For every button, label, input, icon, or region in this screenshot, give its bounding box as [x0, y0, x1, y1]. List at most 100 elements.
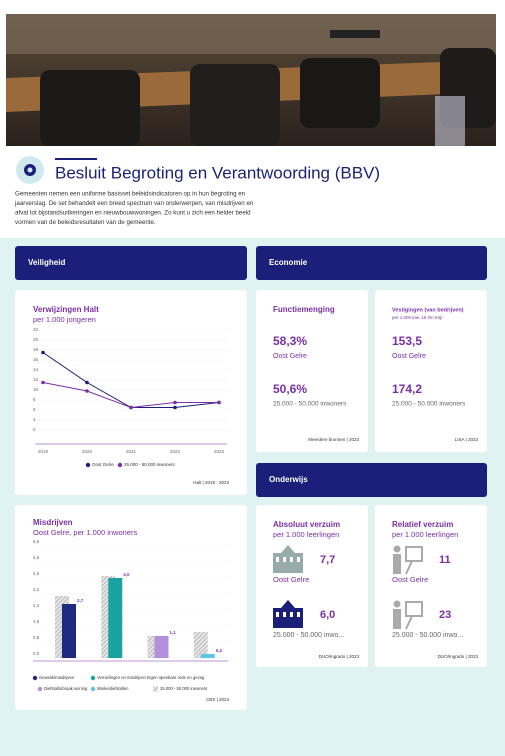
kpi-label: Oost Gelre — [273, 353, 307, 360]
point — [41, 350, 45, 355]
bar — [154, 636, 169, 658]
kpi-value: 58,3% — [273, 334, 307, 348]
kpi-value: 6,0 — [320, 609, 335, 621]
icon — [405, 560, 413, 575]
point — [173, 405, 177, 410]
chart-title: Verwijzingen Halt — [33, 305, 99, 314]
kpi-label: Oost Gelre — [273, 575, 309, 584]
legend-marker — [90, 675, 96, 681]
icon — [290, 612, 293, 617]
legend-label: Oost Gelre — [92, 462, 114, 467]
title-rule — [55, 158, 97, 160]
kpi-title: Relatief verzuim — [392, 520, 453, 529]
content: Gemeenten nemen een uniforme basisset be… — [14, 191, 487, 710]
y-tick-label: 6 — [33, 407, 36, 412]
legend-label: Vernielingen en misdrijven tegen openbar… — [97, 675, 205, 680]
kpi-label: Oost Gelre — [392, 353, 426, 360]
kpi-title: Absoluut verzuim — [273, 520, 340, 529]
kpi-value: 11 — [439, 554, 451, 566]
icon — [297, 612, 300, 617]
section-header — [256, 463, 487, 497]
icon — [283, 557, 286, 562]
bar — [200, 654, 215, 658]
icon — [283, 612, 286, 617]
point — [85, 380, 89, 385]
kpi-value: 23 — [439, 609, 451, 621]
value-label: 4,0 — [123, 572, 130, 577]
kpi-label: 25.000 - 50.000 inwo... — [392, 632, 463, 639]
legend-marker — [117, 462, 123, 468]
y-tick-label: 8 — [33, 397, 36, 402]
kpi-label: Oost Gelre — [392, 575, 428, 584]
description-line: Gemeenten nemen een uniforme basisset be… — [15, 191, 246, 198]
icon — [393, 600, 401, 608]
icon — [297, 557, 300, 562]
description-line: afval tot bijstandsuitkeringen en nieuwb… — [15, 210, 251, 217]
kpi-subtitle: per 1.000 leerlingen — [273, 530, 339, 539]
legend-marker — [153, 686, 158, 692]
section-header — [15, 246, 247, 280]
source: Halt | 2019 - 2023 — [193, 480, 229, 485]
source: DUO/Ingrado | 2023 — [438, 654, 479, 659]
title-icon — [16, 156, 44, 184]
y-tick-label: 18 — [33, 347, 39, 352]
legend-label: 25.000 - 50.000 inwoners — [124, 462, 176, 467]
legend-marker — [85, 462, 91, 468]
section-header — [256, 246, 487, 280]
icon — [276, 612, 279, 617]
icon — [393, 554, 401, 574]
legend-marker — [32, 675, 38, 681]
source: LISA | 2023 — [455, 437, 479, 442]
source: CBS | 2024 — [206, 697, 229, 702]
y-tick-label: 20 — [33, 337, 39, 342]
icon — [405, 601, 423, 617]
icon — [290, 557, 293, 562]
icon — [393, 545, 401, 553]
y-tick-label: 1,6 — [33, 619, 40, 624]
icon — [273, 608, 303, 628]
kpi-title: Vestigingen (van bedrijven) — [392, 307, 464, 313]
legend-label: 25.000 - 50.000 inwoners — [160, 686, 207, 691]
legend-label: Winkeldiefstallen — [97, 686, 129, 691]
kpi-label: 25.000 - 50.000 inwo... — [273, 632, 344, 639]
x-tick-label: 2023 — [214, 449, 225, 454]
y-tick-label: 12 — [33, 377, 39, 382]
point — [173, 400, 177, 405]
kpi-label: 25.000 - 50.000 inwoners — [392, 401, 466, 408]
icon — [276, 557, 279, 562]
point — [41, 380, 45, 385]
kpi-label: 25.000 - 50.000 inwoners — [273, 401, 347, 408]
kpi-value: 7,7 — [320, 554, 335, 566]
y-tick-label: 4 — [33, 417, 36, 422]
y-tick-label: 5,6 — [33, 539, 40, 544]
kpi-value: 50,6% — [273, 382, 307, 396]
y-tick-label: 2,4 — [33, 603, 40, 608]
kpi-value: 153,5 — [392, 334, 422, 348]
chart-title: Misdrijven — [33, 518, 73, 527]
section-title: Onderwijs — [269, 475, 308, 484]
legend-label: Geweldsmisdrijven — [39, 675, 75, 680]
value-label: 0,2 — [216, 648, 223, 653]
kpi-subtitle: per 1.000 leerlingen — [392, 530, 458, 539]
section-title: Veiligheid — [28, 258, 65, 267]
value-label: 2,7 — [77, 598, 84, 603]
point — [85, 389, 89, 393]
y-tick-label: 0,8 — [33, 635, 40, 640]
chart-subtitle: Oost Gelre, per 1.000 inwoners — [33, 528, 137, 537]
card — [15, 505, 247, 710]
icon — [281, 545, 295, 553]
icon — [405, 546, 423, 562]
icon — [405, 615, 413, 630]
bar — [108, 578, 123, 658]
icon — [273, 553, 303, 573]
description-line: jaarverslag. De set behandelt een breed … — [14, 200, 254, 207]
description-line: vormen van de beleidsresultaten van de g… — [15, 219, 156, 226]
value-label: 1,1 — [170, 630, 177, 635]
bar-comparison — [193, 632, 208, 658]
card — [375, 290, 487, 452]
y-tick-label: 2 — [33, 427, 36, 432]
x-tick-label: 2022 — [170, 449, 181, 454]
source: Meerdere bronnen | 2023 — [308, 437, 359, 442]
point — [129, 405, 133, 410]
